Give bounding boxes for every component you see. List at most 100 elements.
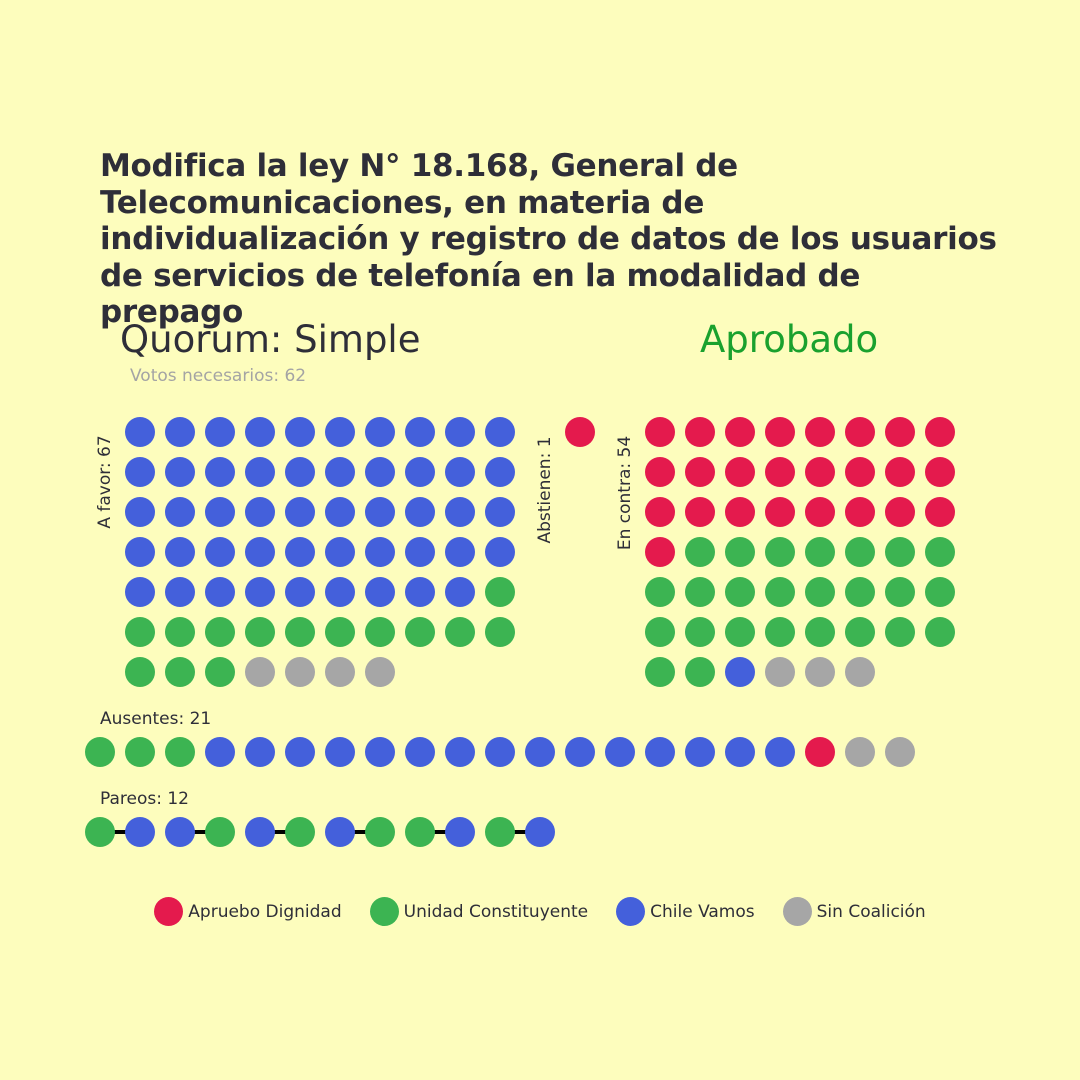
vote-dot-favor-chile [405, 497, 435, 527]
pair-dot-unidad [285, 817, 315, 847]
legend-swatch [369, 897, 399, 926]
vote-dot-favor-chile [445, 537, 475, 567]
vote-dot-contra-apruebo [805, 497, 835, 527]
pair-dot-unidad [205, 817, 235, 847]
vote-dot-favor-chile [325, 537, 355, 567]
vote-dot-favor-chile [245, 417, 275, 447]
vote-dot-contra-chile [725, 657, 755, 687]
absent-dot-chile [365, 737, 395, 767]
vote-dot-favor-chile [365, 577, 395, 607]
vote-dot-contra-unidad [845, 617, 875, 647]
legend-swatch [154, 897, 184, 926]
legend-item-chile: Chile Vamos [616, 897, 755, 926]
vote-dot-favor-chile [325, 457, 355, 487]
vote-dot-favor-chile [445, 457, 475, 487]
bill-title: Modifica la ley N° 18.168, General de Te… [100, 148, 997, 330]
vote-dot-contra-unidad [925, 537, 955, 567]
vote-dot-favor-chile [445, 577, 475, 607]
vote-dot-favor-chile [485, 417, 515, 447]
vote-dot-favor-chile [285, 577, 315, 607]
vote-dot-contra-unidad [765, 617, 795, 647]
vote-dot-contra-apruebo [845, 497, 875, 527]
result-label: Aprobado [700, 318, 879, 361]
vote-dot-favor-chile [365, 497, 395, 527]
vote-dot-favor-chile [485, 497, 515, 527]
vote-dot-contra-apruebo [885, 417, 915, 447]
vote-dot-contra-unidad [725, 537, 755, 567]
absent-dot-chile [565, 737, 595, 767]
vote-dot-favor-chile [165, 417, 195, 447]
vote-dot-contra-apruebo [725, 457, 755, 487]
pairs-label: Pareos: 12 [100, 789, 189, 809]
vote-dot-favor-chile [285, 417, 315, 447]
vote-chart: A favor: 67 Abstienen: 1 En contra: 54 Ause… [85, 417, 955, 847]
legend: Apruebo Dignidad Unidad Constituyente Chil… [0, 897, 1080, 926]
vote-dot-favor-chile [205, 417, 235, 447]
vote-dot-favor-chile [165, 457, 195, 487]
vote-dot-contra-apruebo [765, 417, 795, 447]
vote-dot-contra-apruebo [645, 537, 675, 567]
vote-dot-favor-unidad [245, 617, 275, 647]
vote-dot-favor-chile [405, 417, 435, 447]
legend-label: Unidad Constituyente [403, 901, 589, 922]
legend-label: Apruebo Dignidad [188, 901, 342, 922]
group-label-contra: En contra: 54 [615, 436, 635, 550]
vote-dot-favor-chile [205, 577, 235, 607]
absent-dot-unidad [125, 737, 155, 767]
vote-dot-favor-unidad [485, 617, 515, 647]
absent-dot-chile [445, 737, 475, 767]
vote-dot-contra-unidad [685, 657, 715, 687]
vote-dot-favor-chile [405, 537, 435, 567]
vote-dot-contra-unidad [645, 577, 675, 607]
vote-dot-contra-unidad [805, 617, 835, 647]
vote-dot-contra-unidad [885, 537, 915, 567]
absent-dot-chile [485, 737, 515, 767]
legend-swatch [782, 897, 812, 926]
vote-dot-favor-unidad [325, 617, 355, 647]
vote-dot-favor-unidad [125, 657, 155, 687]
pair-dot-unidad [485, 817, 515, 847]
vote-dot-contra-unidad [685, 617, 715, 647]
vote-dot-abstain-apruebo [565, 417, 595, 447]
vote-dot-contra-unidad [725, 617, 755, 647]
vote-dot-contra-apruebo [885, 497, 915, 527]
group-label-favor: A favor: 67 [95, 435, 115, 528]
vote-dot-contra-sin [805, 657, 835, 687]
absent-dot-chile [325, 737, 355, 767]
vote-dot-contra-unidad [885, 577, 915, 607]
vote-dot-contra-unidad [645, 657, 675, 687]
vote-dot-favor-chile [485, 537, 515, 567]
vote-dot-favor-unidad [165, 657, 195, 687]
pair-dot-chile [165, 817, 195, 847]
vote-dot-favor-chile [245, 457, 275, 487]
vote-dot-favor-unidad [205, 617, 235, 647]
vote-dot-favor-chile [125, 417, 155, 447]
vote-dot-contra-unidad [645, 617, 675, 647]
vote-dot-favor-sin [365, 657, 395, 687]
absent-dot-chile [525, 737, 555, 767]
vote-dot-favor-unidad [485, 577, 515, 607]
legend-item-apruebo: Apruebo Dignidad [154, 897, 342, 926]
absent-dot-chile [605, 737, 635, 767]
vote-dot-favor-unidad [405, 617, 435, 647]
vote-dot-contra-apruebo [645, 497, 675, 527]
vote-dot-favor-chile [325, 577, 355, 607]
vote-dot-favor-sin [285, 657, 315, 687]
vote-dot-favor-unidad [165, 617, 195, 647]
vote-dot-contra-apruebo [645, 457, 675, 487]
vote-dot-favor-sin [325, 657, 355, 687]
vote-dot-favor-chile [285, 497, 315, 527]
vote-dot-contra-apruebo [685, 457, 715, 487]
vote-dot-contra-unidad [925, 617, 955, 647]
vote-dot-contra-apruebo [725, 497, 755, 527]
vote-dot-contra-apruebo [725, 417, 755, 447]
vote-dot-contra-apruebo [685, 497, 715, 527]
absent-dot-chile [285, 737, 315, 767]
pair-dot-unidad [365, 817, 395, 847]
vote-dot-contra-apruebo [925, 457, 955, 487]
absent-dot-chile [405, 737, 435, 767]
vote-dot-contra-unidad [685, 537, 715, 567]
vote-dot-favor-unidad [445, 617, 475, 647]
vote-dot-contra-sin [765, 657, 795, 687]
vote-dot-favor-chile [485, 457, 515, 487]
